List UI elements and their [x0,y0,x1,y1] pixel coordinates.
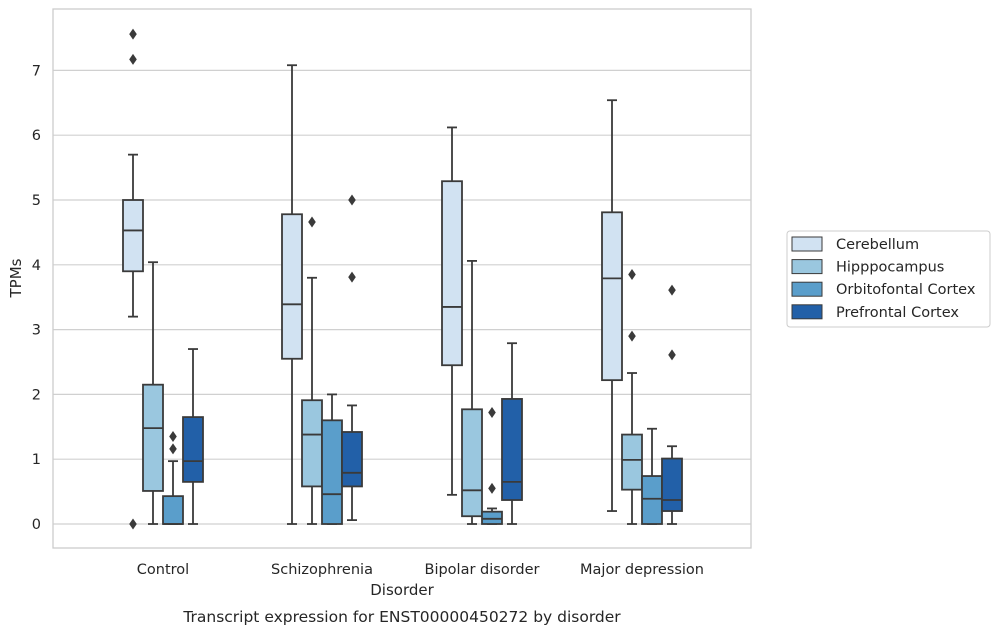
box-iqr [162,495,184,525]
box-prefrontal-cortex [661,284,683,525]
legend-label: Cerebellum [836,237,919,253]
legend-swatch [791,236,823,252]
outlier-point [488,482,496,494]
legend-frame [786,230,991,328]
x-tick-label: Major depression [580,562,704,578]
box-iqr [122,199,144,273]
box-cerebellum [601,99,623,512]
box-iqr [501,398,523,501]
box-iqr [481,510,503,525]
legend-label: Hipppocampus [836,260,944,276]
box-iqr [301,399,323,488]
legend-swatch [791,304,823,320]
x-axis: Control Schizophrenia Bipolar disorder Majo… [137,562,704,578]
y-tick-label: 2 [32,387,41,403]
box-iqr [661,457,683,512]
box-orbitofontal-cortex [321,393,343,525]
y-tick-label: 7 [32,63,41,79]
outlier-point [668,284,676,296]
box-iqr [441,180,463,367]
outlier-point [308,216,316,228]
outlier-point [348,271,356,283]
x-axis-label: Disorder [370,581,434,599]
outlier-point [129,28,137,40]
y-tick-label: 4 [32,258,41,274]
box-iqr [182,416,204,483]
legend-swatch [791,281,823,297]
box-iqr [461,408,483,518]
x-tick-label: Bipolar disorder [425,562,540,578]
y-tick-label: 5 [32,193,41,209]
outlier-point [129,518,137,530]
x-tick-label: Control [137,562,189,578]
plot-area [122,28,683,530]
grid-lines [53,69,751,525]
box-iqr [341,431,363,488]
y-tick-label: 0 [32,517,41,533]
box-orbitofontal-cortex [162,431,184,525]
chart-title: Transcript expression for ENST0000045027… [182,608,621,626]
legend-label: Prefrontal Cortex [836,305,959,321]
box-orbitofontal-cortex [641,427,663,525]
y-tick-label: 3 [32,323,41,339]
box-iqr [281,213,303,360]
box-iqr [321,419,343,525]
box-iqr [601,211,623,382]
plot-frame [52,8,752,549]
outlier-point [668,349,676,361]
box-cerebellum [281,64,303,525]
legend-label: Orbitofontal Cortex [836,282,976,298]
legend-swatch [791,259,823,275]
outlier-point [488,407,496,419]
box-cerebellum [441,126,463,496]
y-tick-label: 1 [32,452,41,468]
legend: Cerebellum Hipppocampus Orbitofontal Corte… [786,230,991,328]
box-hipppocampus [461,260,483,525]
box-cerebellum [122,28,144,530]
y-axis: 0 1 2 3 4 5 6 7 [32,63,41,533]
box-hipppocampus [301,216,323,525]
box-prefrontal-cortex [341,194,363,522]
box-iqr [641,475,663,525]
box-hipppocampus [621,269,643,525]
outlier-point [169,431,177,443]
box-prefrontal-cortex [501,342,523,525]
outlier-point [628,269,636,281]
outlier-point [169,443,177,455]
box-iqr [142,383,164,492]
outlier-point [129,53,137,65]
x-tick-label: Schizophrenia [271,562,373,578]
y-tick-label: 6 [32,128,41,144]
box-hipppocampus [142,261,164,525]
box-orbitofontal-cortex [481,407,503,525]
outlier-point [628,330,636,342]
y-axis-label: TPMs [7,258,25,298]
box-iqr [621,433,643,491]
outlier-point [348,194,356,206]
box-prefrontal-cortex [182,348,204,525]
